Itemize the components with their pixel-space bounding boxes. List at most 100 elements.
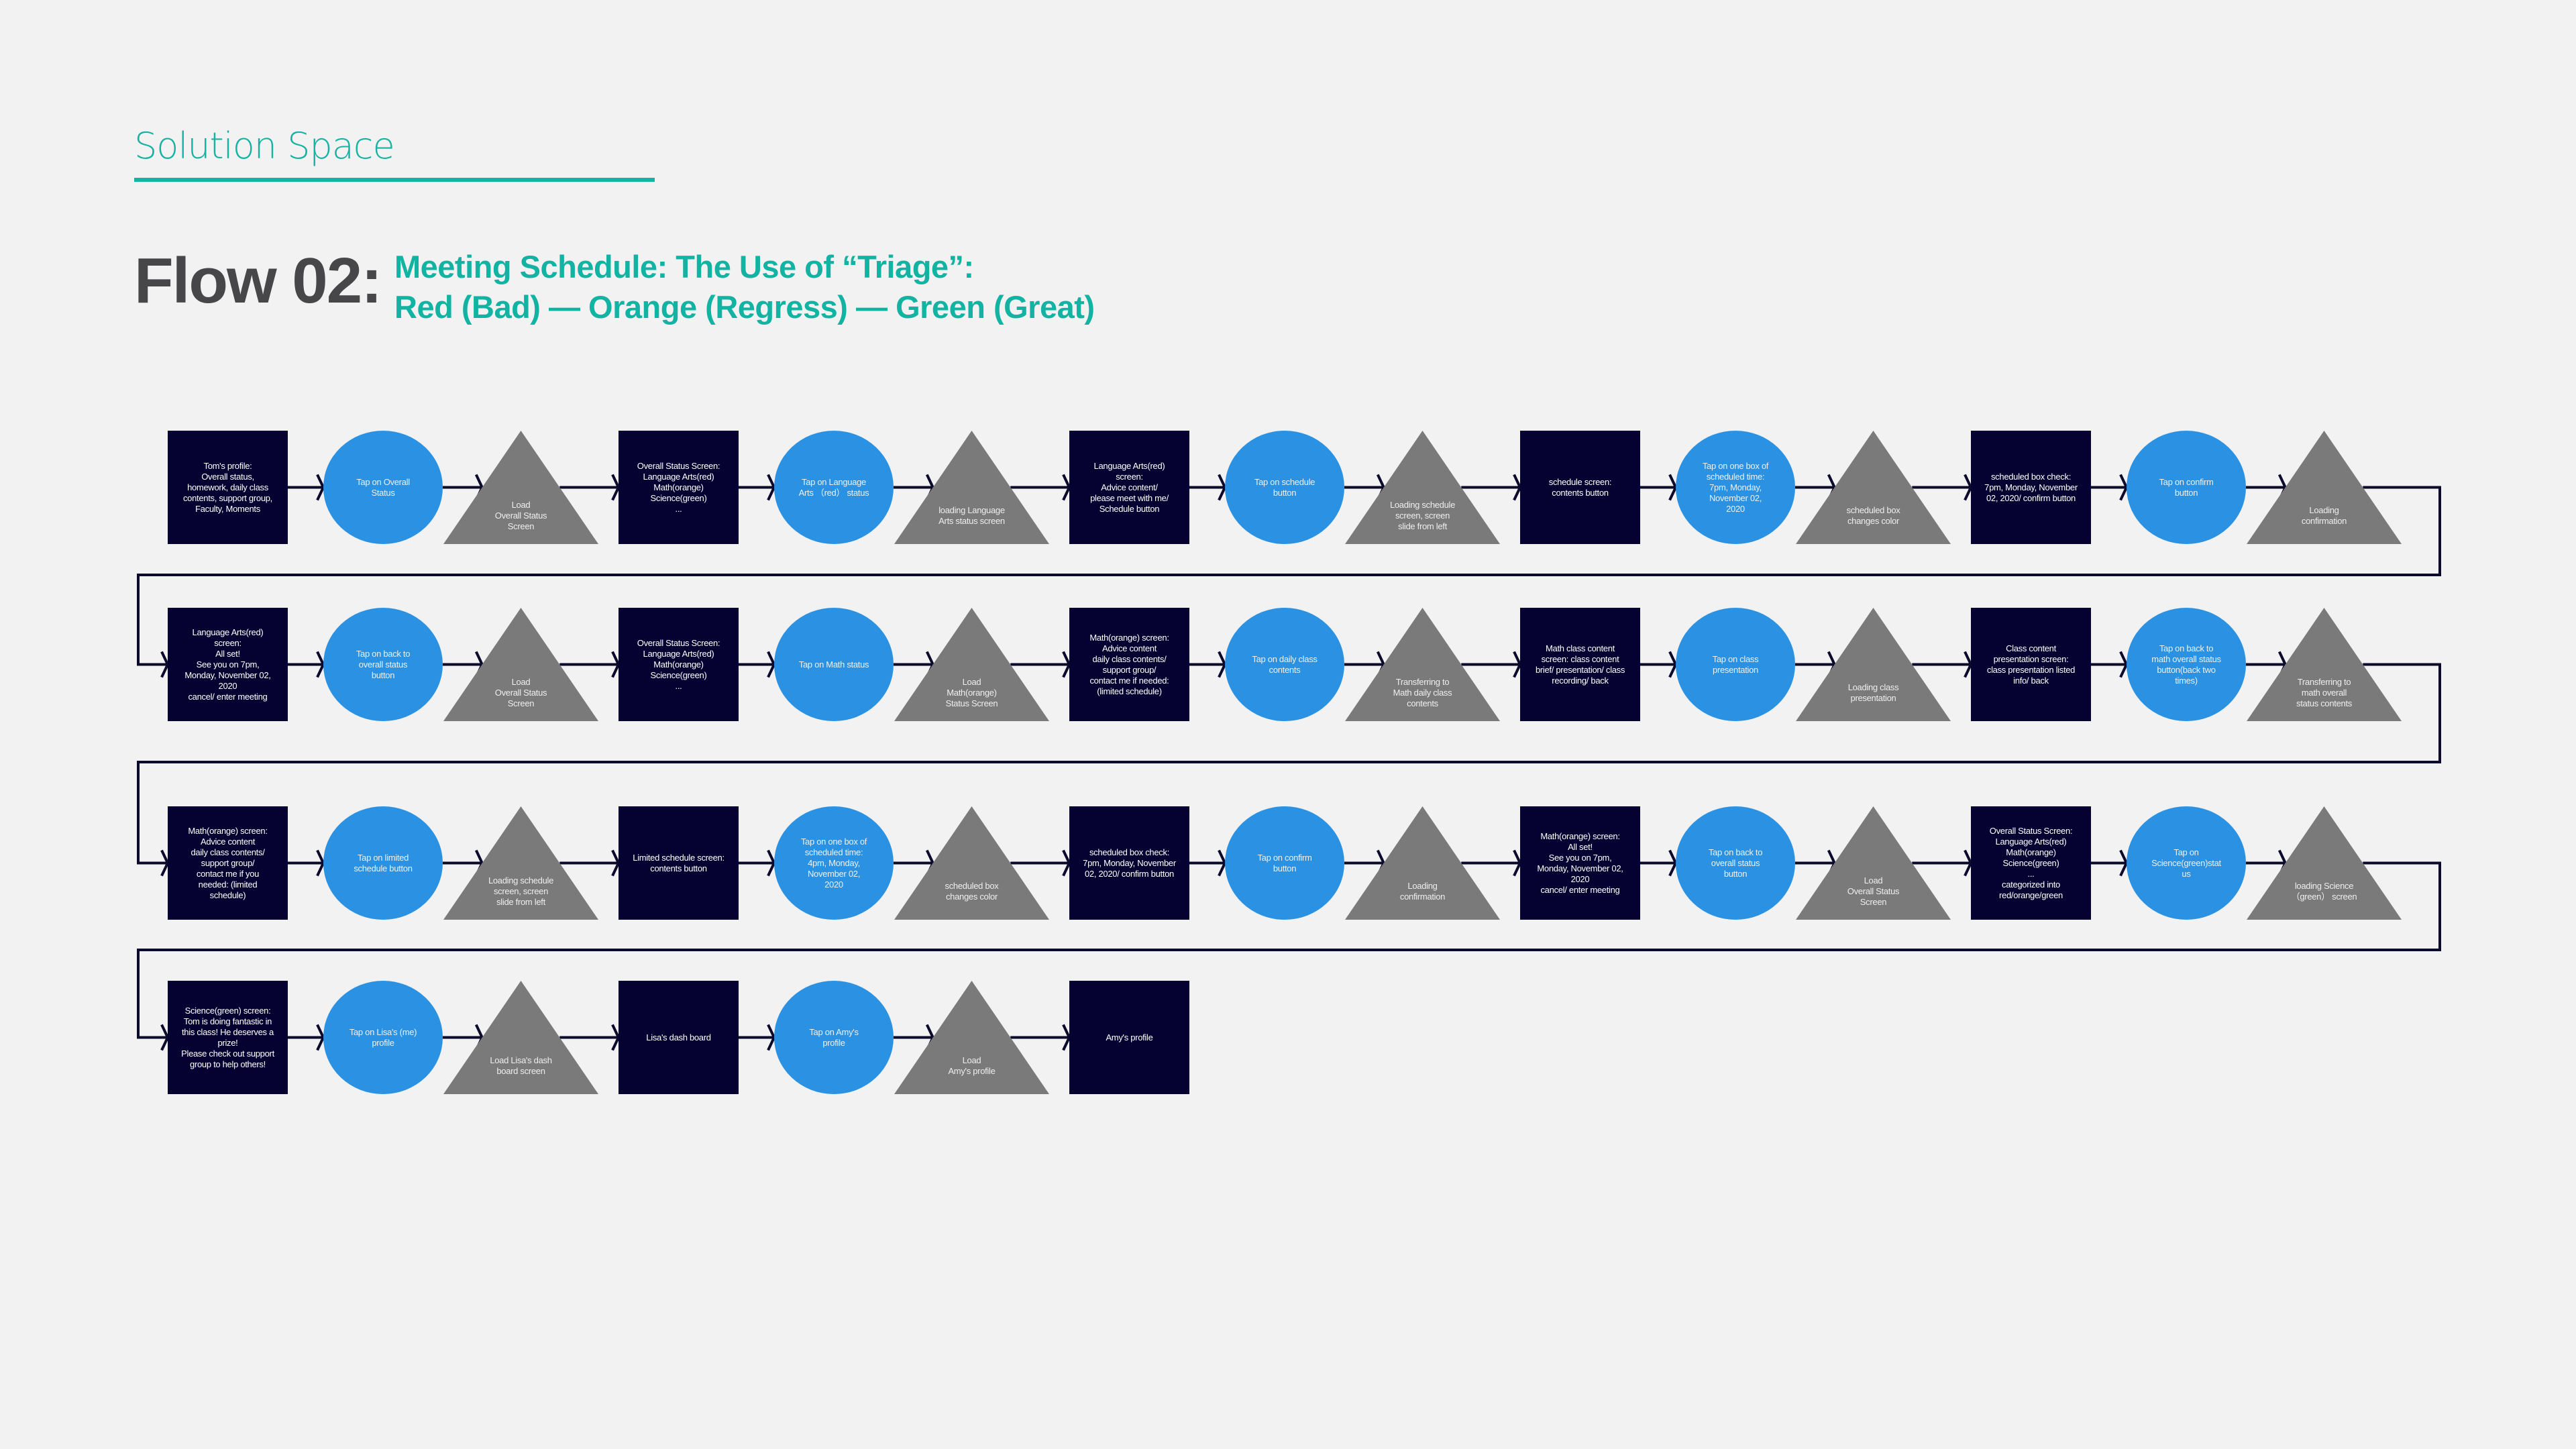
- node-label: Tap on one box of scheduled time: 4pm, M…: [800, 836, 867, 890]
- node-label: loading Language Arts status screen: [938, 505, 1005, 526]
- node-label: Tap on Overall Status: [356, 476, 410, 498]
- node-label: Load Overall Status Screen: [1847, 875, 1900, 907]
- triangle-shape: [2247, 608, 2402, 721]
- screen-node: Math(orange) screen: Advice content dail…: [1069, 608, 1189, 721]
- loading-node: Load Amy's profile: [894, 981, 1049, 1094]
- node-label: Tap on Amy's profile: [809, 1026, 859, 1048]
- node-label: Tap on Math status: [798, 659, 869, 669]
- node-label: Language Arts(red) screen: Advice conten…: [1090, 460, 1169, 514]
- loading-node: loading Science （green） screen: [2247, 806, 2402, 920]
- screen-node: Language Arts(red) screen: Advice conten…: [1069, 431, 1189, 544]
- node-label: Loading confirmation: [1399, 881, 1446, 902]
- triangle-shape: [443, 806, 598, 920]
- screen-node: Science(green) screen: Tom is doing fant…: [168, 981, 288, 1094]
- node-label: Tap on confirm button: [1257, 852, 1312, 873]
- action-node: Tap on limited schedule button: [323, 806, 443, 920]
- triangle-shape: [894, 608, 1049, 721]
- node-label: Tap on back to math overall status butto…: [2151, 643, 2221, 686]
- node-label: Science(green) screen: Tom is doing fant…: [181, 1005, 274, 1069]
- loading-node: scheduled box changes color: [894, 806, 1049, 920]
- triangle-shape: [894, 806, 1049, 920]
- flow-title-line-1: Meeting Schedule: The Use of “Triage”:: [394, 249, 974, 284]
- screen-node: Class content presentation screen: class…: [1971, 608, 2091, 721]
- loading-node: Load Overall Status Screen: [443, 431, 598, 544]
- node-label: scheduled box check: 7pm, Monday, Novemb…: [1083, 847, 1176, 879]
- screen-node: Amy's profile: [1069, 981, 1189, 1094]
- loading-node: Load Overall Status Screen: [1796, 806, 1951, 920]
- node-label: Tap on confirm button: [2159, 476, 2214, 498]
- section-title: Solution Space: [134, 125, 395, 167]
- node-label: Tap on Science(green)stat us: [2151, 847, 2221, 879]
- node-label: Load Math(orange) Status Screen: [945, 677, 998, 708]
- screen-node: Overall Status Screen: Language Arts(red…: [1971, 806, 2091, 920]
- action-node: Tap on back to math overall status butto…: [2127, 608, 2246, 721]
- action-node: Tap on Science(green)stat us: [2127, 806, 2246, 920]
- screen-node: scheduled box check: 7pm, Monday, Novemb…: [1069, 806, 1189, 920]
- triangle-shape: [1345, 806, 1500, 920]
- node-label: Limited schedule screen: contents button: [633, 852, 724, 873]
- loading-node: Loading confirmation: [2247, 431, 2402, 544]
- node-label: Load Lisa's dash board screen: [490, 1055, 552, 1076]
- node-label: Tap on back to overall status button: [356, 648, 411, 680]
- screen-node: Overall Status Screen: Language Arts(red…: [619, 431, 739, 544]
- node-label: Tap on back to overall status button: [1708, 847, 1763, 879]
- node-label: Loading confirmation: [2301, 505, 2347, 526]
- node-label: Overall Status Screen: Language Arts(red…: [637, 460, 720, 514]
- screen-node: Language Arts(red) screen: All set! See …: [168, 608, 288, 721]
- action-node: Tap on confirm button: [2127, 431, 2246, 544]
- screen-node: Tom's profile: Overall status, homework,…: [168, 431, 288, 544]
- node-label: Math(orange) screen: All set! See you on…: [1537, 830, 1623, 895]
- triangle-shape: [2247, 806, 2402, 920]
- row-wrap-connector: [137, 861, 2441, 1039]
- node-label: Tap on limited schedule button: [354, 852, 413, 873]
- action-node: Tap on confirm button: [1225, 806, 1344, 920]
- action-node: Tap on Lisa's (me) profile: [323, 981, 443, 1094]
- triangle-shape: [894, 981, 1049, 1094]
- screen-node: Math class content screen: class content…: [1520, 608, 1640, 721]
- action-node: Tap on Amy's profile: [774, 981, 894, 1094]
- node-label: Tap on Lisa's (me) profile: [349, 1026, 417, 1048]
- loading-node: Transferring to math overall status cont…: [2247, 608, 2402, 721]
- action-node: Tap on one box of scheduled time: 4pm, M…: [774, 806, 894, 920]
- loading-node: scheduled box changes color: [1796, 431, 1951, 544]
- node-label: Tap on daily class contents: [1252, 653, 1318, 675]
- node-label: scheduled box check: 7pm, Monday, Novemb…: [1984, 471, 2078, 503]
- node-label: loading Science （green） screen: [2291, 881, 2357, 902]
- triangle-shape: [443, 981, 598, 1094]
- loading-node: Load Lisa's dash board screen: [443, 981, 598, 1094]
- screen-node: scheduled box check: 7pm, Monday, Novemb…: [1971, 431, 2091, 544]
- node-label: Tap on one box of scheduled time: 7pm, M…: [1702, 460, 1769, 514]
- triangle-shape: [1796, 431, 1951, 544]
- screen-node: Overall Status Screen: Language Arts(red…: [619, 608, 739, 721]
- loading-node: loading Language Arts status screen: [894, 431, 1049, 544]
- node-label: scheduled box changes color: [1846, 505, 1900, 526]
- triangle-shape: [443, 431, 598, 544]
- node-label: Loading schedule screen, screen slide fr…: [1389, 500, 1456, 531]
- node-label: Load Overall Status Screen: [494, 677, 547, 708]
- node-label: Lisa's dash board: [646, 1032, 711, 1042]
- triangle-shape: [1796, 608, 1951, 721]
- flow-label: Flow 02:: [134, 245, 382, 317]
- triangle-shape: [1345, 608, 1500, 721]
- loading-node: Loading schedule screen, screen slide fr…: [1345, 431, 1500, 544]
- node-label: Transferring to math overall status cont…: [2296, 677, 2352, 708]
- triangle-shape: [1345, 431, 1500, 544]
- node-label: Class content presentation screen: class…: [1986, 643, 2076, 686]
- node-label: Tap on schedule button: [1254, 476, 1316, 498]
- loading-node: Loading schedule screen, screen slide fr…: [443, 806, 598, 920]
- node-label: schedule screen: contents button: [1548, 476, 1612, 498]
- node-label: Loading class presentation: [1847, 682, 1899, 703]
- action-node: Tap on class presentation: [1676, 608, 1795, 721]
- action-node: Tap on back to overall status button: [323, 608, 443, 721]
- action-node: Tap on Math status: [774, 608, 894, 721]
- row-wrap-connector: [137, 663, 2441, 865]
- node-label: Amy's profile: [1106, 1032, 1153, 1042]
- node-label: Tap on Language Arts （red） status: [798, 476, 869, 498]
- node-label: Tom's profile: Overall status, homework,…: [182, 460, 272, 514]
- node-label: scheduled box changes color: [945, 881, 999, 902]
- node-label: Loading schedule screen, screen slide fr…: [488, 875, 554, 907]
- screen-node: Lisa's dash board: [619, 981, 739, 1094]
- node-label: Math(orange) screen: Advice content dail…: [188, 825, 268, 900]
- loading-node: Load Overall Status Screen: [443, 608, 598, 721]
